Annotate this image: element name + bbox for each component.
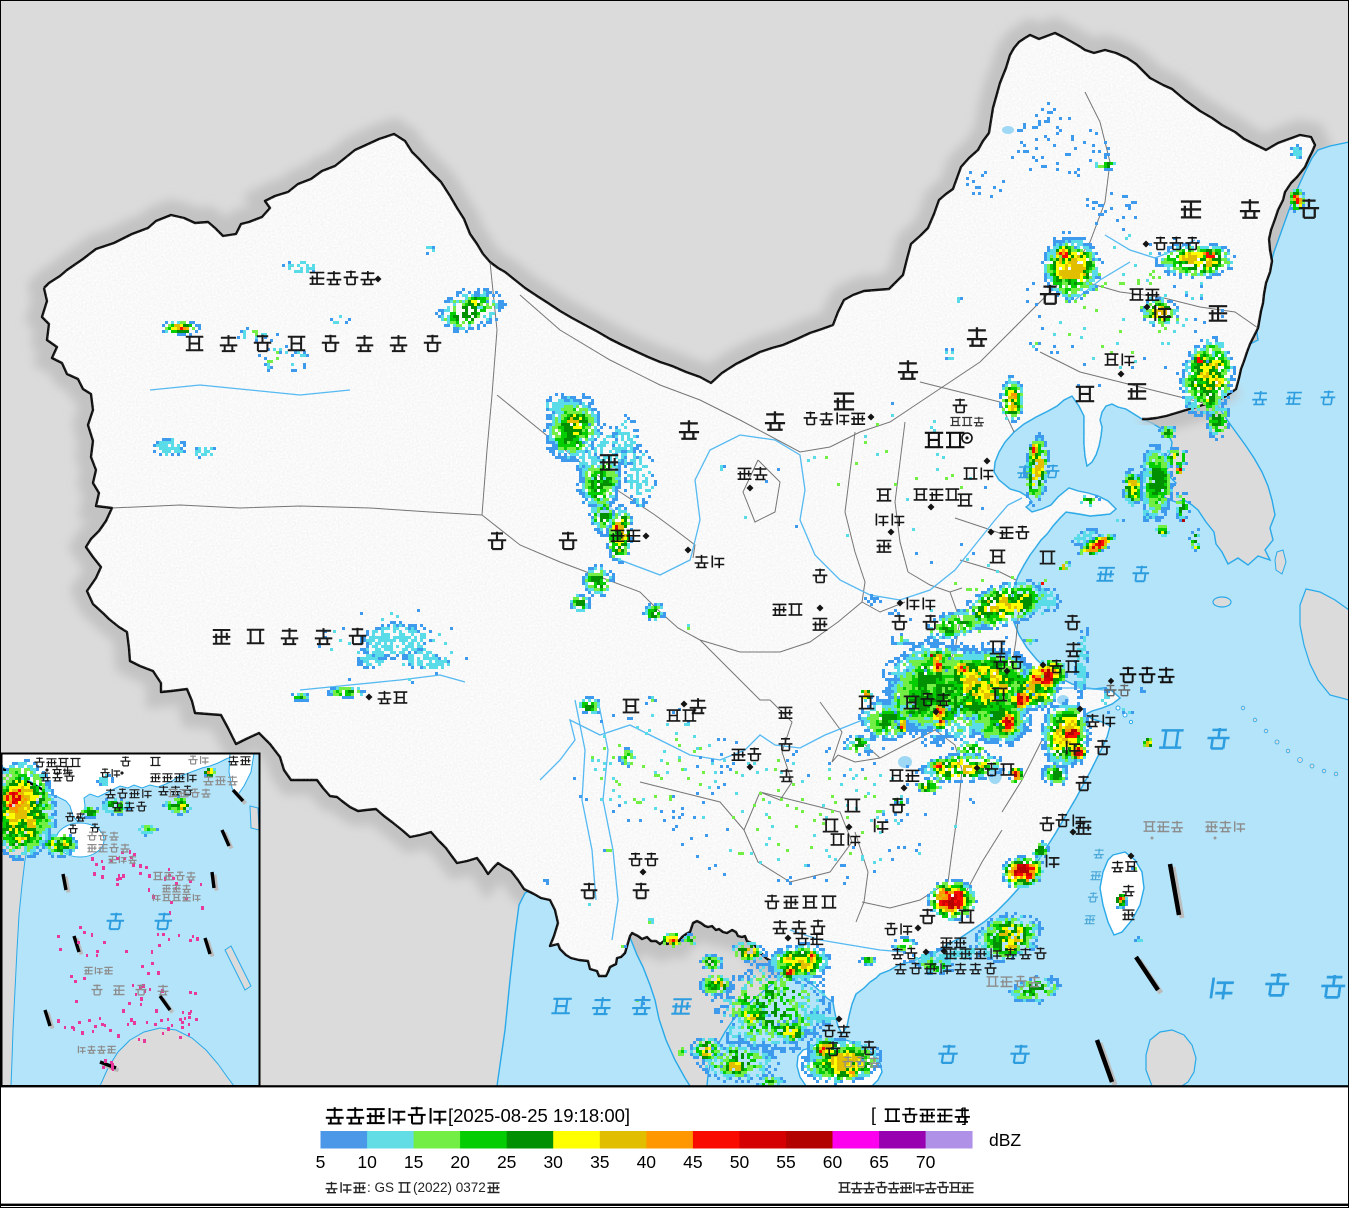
svg-text:dBZ: dBZ	[989, 1130, 1021, 1150]
svg-text:40: 40	[637, 1152, 657, 1172]
svg-text:25: 25	[497, 1152, 516, 1172]
svg-text:30: 30	[543, 1152, 563, 1172]
svg-text:50: 50	[730, 1152, 750, 1172]
svg-text:70: 70	[916, 1152, 936, 1172]
svg-text:10: 10	[357, 1152, 377, 1172]
svg-text:60: 60	[823, 1152, 843, 1172]
svg-text:45: 45	[683, 1152, 702, 1172]
svg-text:5: 5	[316, 1152, 326, 1172]
svg-text:[2025-08-25 19:18:00]: [2025-08-25 19:18:00]	[448, 1105, 630, 1126]
svg-text:65: 65	[869, 1152, 888, 1172]
svg-text:20: 20	[450, 1152, 470, 1172]
svg-text:(2022) 0372: (2022) 0372	[413, 1180, 486, 1195]
svg-text:35: 35	[590, 1152, 609, 1172]
svg-text:]: ]	[962, 1105, 967, 1125]
svg-text:15: 15	[404, 1152, 423, 1172]
svg-text:55: 55	[776, 1152, 795, 1172]
svg-text:[: [	[871, 1105, 876, 1125]
svg-text:: GS: : GS	[367, 1180, 394, 1195]
